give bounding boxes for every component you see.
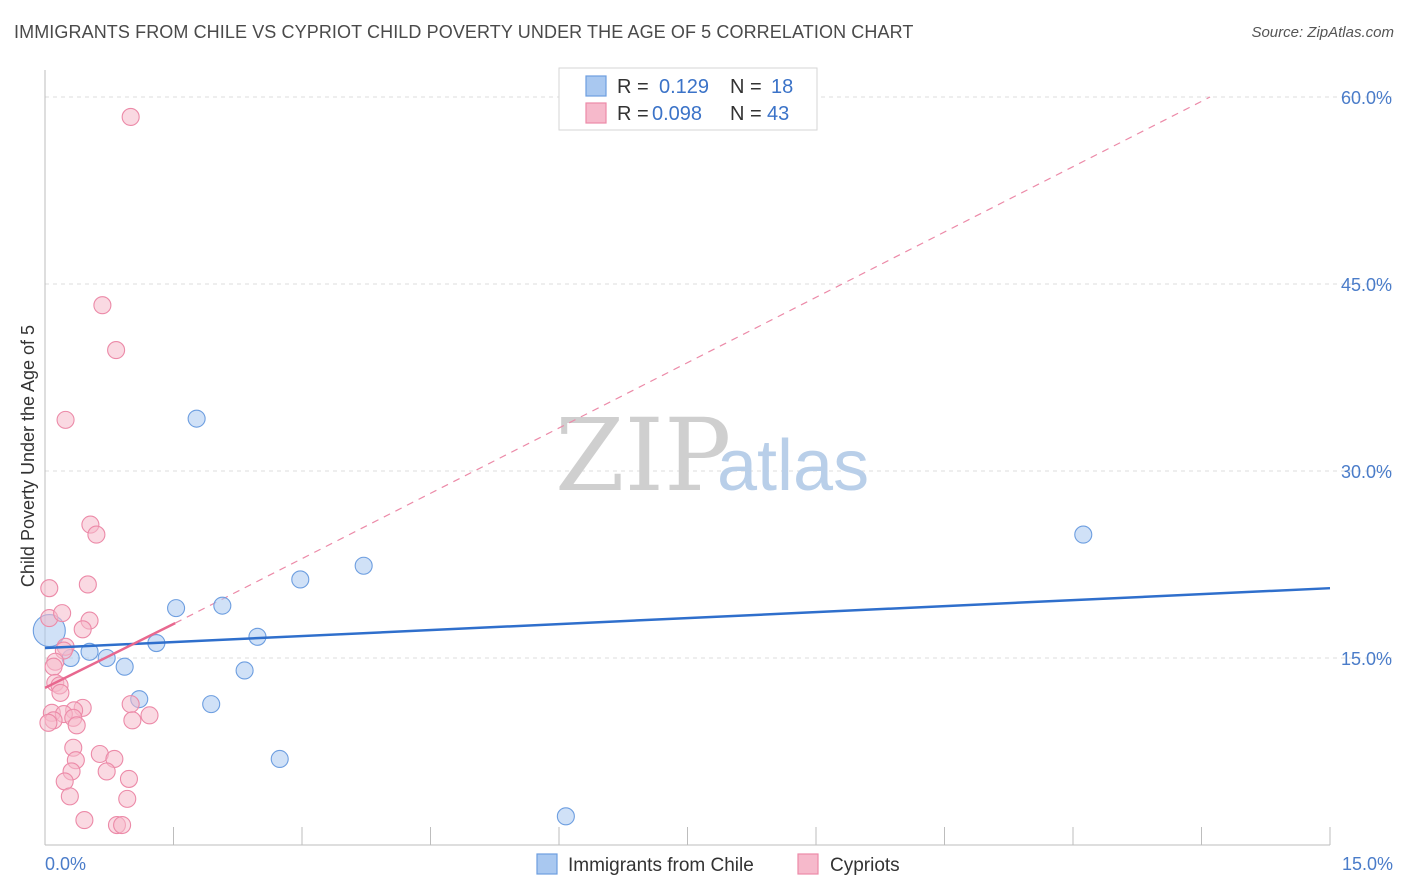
point-cypriots-41 (113, 816, 132, 835)
point-cypriots-14 (44, 657, 63, 676)
point-cypriots-2 (107, 341, 126, 360)
legend-r-label-chile: R = (617, 76, 649, 98)
point-cypriots-17 (51, 683, 70, 702)
point-cypriots-24 (39, 713, 58, 732)
y-tick-label-1: 30.0% (1341, 462, 1392, 482)
legend-r-value-chile: 0.129 (659, 76, 709, 98)
point-cypriots-28 (123, 711, 142, 730)
bottom-legend-swatch-cypriots (797, 853, 819, 875)
bottom-legend-swatch-chile (536, 853, 558, 875)
point-cypriots-27 (140, 706, 159, 725)
trend-lines (174, 96, 1211, 624)
point-cypriots-6 (40, 579, 59, 598)
legend-r-label-cypriots: R = (617, 103, 649, 125)
legend-n-label-cypriots: N = (730, 103, 762, 125)
y-tick-label-0: 15.0% (1341, 649, 1392, 669)
bottom-legend-label-cypriots: Cypriots (830, 855, 900, 876)
legend-n-label-chile: N = (730, 76, 762, 98)
chart-source: Source: ZipAtlas.com (1251, 24, 1394, 41)
point-chile-11 (235, 661, 254, 680)
point-cypriots-10 (73, 620, 92, 639)
bottom-legend-label-chile: Immigrants from Chile (568, 855, 754, 876)
trend-line-cypriots (44, 621, 176, 690)
bottom-legend: Immigrants from Chile Cypriots (536, 853, 900, 876)
chart-title: IMMIGRANTS FROM CHILE VS CYPRIOT CHILD P… (14, 22, 914, 42)
point-chile-8 (187, 409, 206, 428)
watermark: ZIP atlas (555, 397, 869, 514)
y-axis-label: Child Poverty Under the Age of 5 (18, 325, 38, 587)
point-chile-7 (167, 599, 186, 618)
y-tick-labels: 15.0% 30.0% 45.0% 60.0% (1341, 88, 1392, 669)
point-cypriots-38 (118, 789, 137, 808)
point-cypriots-26 (121, 695, 140, 714)
x-tick-label-0: 0.0% (45, 854, 86, 874)
y-tick-label-3: 60.0% (1341, 88, 1392, 108)
point-chile-14 (291, 570, 310, 589)
trend-extension-cypriots (174, 96, 1211, 624)
point-cypriots-3 (56, 410, 75, 429)
point-chile-4 (115, 657, 134, 676)
x-tick-label-1: 15.0% (1342, 854, 1393, 874)
point-cypriots-7 (78, 575, 97, 594)
point-chile-2 (80, 642, 99, 661)
legend-swatch-cypriots (585, 102, 607, 124)
legend-n-value-chile: 18 (771, 76, 793, 98)
legend: R = 0.129 N = 18 R = 0.098 N = 43 (558, 67, 818, 131)
legend-r-value-cypriots: 0.098 (652, 103, 702, 125)
trend-line-chile (44, 586, 1331, 650)
point-chile-17 (1074, 525, 1093, 544)
gridlines (45, 96, 1392, 659)
watermark-zip: ZIP (555, 397, 731, 514)
legend-swatch-chile (585, 75, 607, 97)
point-cypriots-0 (121, 107, 140, 126)
legend-n-value-cypriots: 43 (767, 103, 789, 125)
point-cypriots-1 (93, 296, 112, 315)
point-chile-10 (213, 596, 232, 615)
point-chile-16 (556, 807, 575, 826)
watermark-atlas: atlas (717, 426, 869, 506)
point-chile-13 (270, 749, 289, 769)
point-cypriots-34 (97, 762, 116, 781)
point-cypriots-39 (75, 811, 94, 830)
x-tick-labels: 0.0% 15.0% (45, 854, 1393, 874)
point-chile-9 (202, 695, 221, 714)
y-tick-label-2: 45.0% (1341, 275, 1392, 295)
point-cypriots-35 (119, 769, 139, 788)
point-cypriots-5 (87, 525, 106, 544)
point-chile-15 (354, 556, 373, 575)
data-points (32, 107, 1331, 835)
point-cypriots-25 (67, 716, 86, 735)
point-cypriots-42 (53, 604, 72, 623)
point-cypriots-37 (60, 787, 79, 806)
